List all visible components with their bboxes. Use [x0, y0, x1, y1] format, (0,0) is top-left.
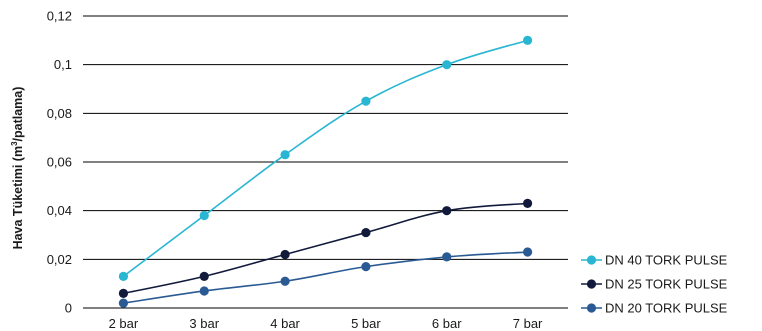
series-line — [123, 202, 528, 295]
legend-marker — [586, 255, 597, 265]
y-tick-label: 0,02 — [47, 252, 72, 267]
data-point — [361, 227, 371, 238]
legend-label: DN 25 TORK PULSE — [605, 277, 728, 292]
series-2 — [118, 247, 533, 308]
series — [118, 35, 533, 308]
legend-item: DN 25 TORK PULSE — [581, 277, 728, 292]
x-tick-label: 6 bar — [432, 316, 462, 331]
y-tick-label: 0,08 — [47, 106, 72, 121]
y-tick-label: 0,06 — [47, 155, 72, 170]
y-axis-title: Hava Tüketimi (m3/patlama) — [10, 87, 25, 250]
x-tick-label: 2 bar — [109, 316, 139, 331]
series-line — [123, 251, 528, 304]
data-point — [442, 60, 452, 70]
data-point — [280, 276, 290, 286]
data-point — [522, 198, 533, 208]
y-tick-labels: 0 0,02 0,04 0,06 0,08 0,1 0,12 — [47, 9, 72, 316]
y-tick-label: 0,1 — [54, 57, 72, 72]
legend-label: DN 20 TORK PULSE — [605, 301, 728, 316]
data-point — [522, 247, 533, 257]
x-tick-label: 3 bar — [189, 316, 219, 331]
x-tick-label: 5 bar — [351, 316, 381, 331]
series-line — [122, 39, 528, 278]
legend-marker — [586, 279, 597, 289]
data-point — [118, 298, 129, 308]
data-point — [118, 288, 129, 298]
data-point — [199, 271, 209, 281]
data-point — [280, 150, 290, 160]
data-point — [118, 271, 129, 281]
legend-item: DN 20 TORK PULSE — [581, 301, 728, 316]
legend: DN 40 TORK PULSE DN 25 TORK PULSE DN 20 TO… — [581, 253, 728, 316]
data-point — [442, 252, 452, 262]
y-tick-label: 0,12 — [47, 9, 72, 24]
data-point — [522, 35, 533, 45]
data-point — [361, 262, 371, 272]
series-0 — [118, 35, 533, 281]
data-point — [361, 96, 371, 106]
legend-marker — [586, 303, 597, 313]
data-point — [199, 286, 209, 296]
y-tick-label: 0,04 — [47, 203, 72, 218]
x-tick-label: 4 bar — [270, 316, 300, 331]
legend-label: DN 40 TORK PULSE — [605, 253, 728, 268]
data-point — [199, 210, 209, 221]
data-point — [442, 206, 452, 216]
x-tick-label: 7 bar — [513, 316, 543, 331]
series-1 — [118, 198, 533, 298]
legend-item: DN 40 TORK PULSE — [581, 253, 728, 268]
y-tick-label: 0 — [65, 301, 72, 316]
data-point — [280, 249, 290, 260]
gridlines — [83, 15, 568, 309]
x-tick-labels: 2 bar 3 bar 4 bar 5 bar 6 bar 7 bar — [109, 316, 543, 331]
